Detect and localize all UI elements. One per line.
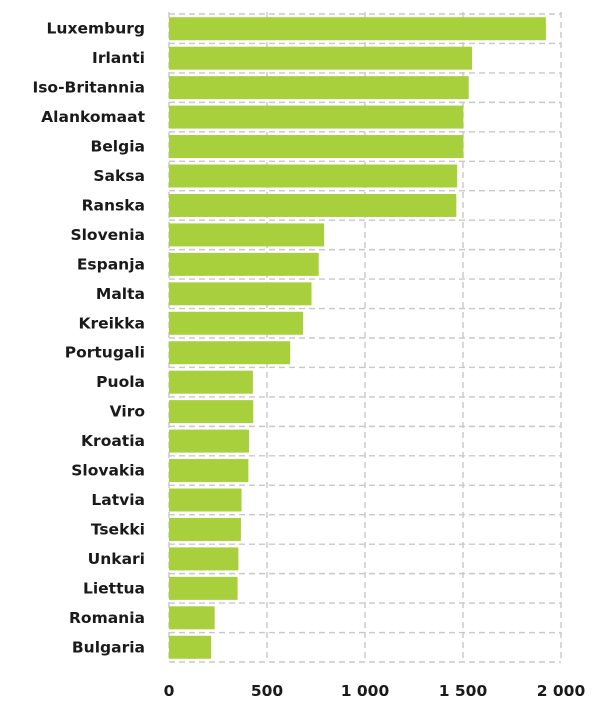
bar-13 bbox=[169, 400, 254, 424]
bar-10 bbox=[169, 311, 304, 335]
bar-7 bbox=[169, 223, 325, 247]
bar-1 bbox=[169, 46, 473, 70]
category-label-15: Slovakia bbox=[71, 462, 145, 480]
x-tick-label-2: 1 000 bbox=[341, 682, 390, 700]
bar-8 bbox=[169, 252, 319, 276]
x-tick-label-1: 500 bbox=[251, 682, 284, 700]
category-label-4: Belgia bbox=[90, 138, 145, 156]
category-label-12: Puola bbox=[96, 373, 145, 391]
bar-4 bbox=[169, 135, 464, 159]
category-label-14: Kroatia bbox=[81, 432, 145, 450]
bar-14 bbox=[169, 429, 249, 453]
gridlines bbox=[168, 12, 562, 663]
category-label-20: Romania bbox=[69, 609, 145, 627]
category-label-2: Iso-Britannia bbox=[32, 79, 145, 97]
bar-0 bbox=[169, 17, 546, 41]
x-tick-label-3: 1 500 bbox=[439, 682, 488, 700]
bar-6 bbox=[169, 193, 457, 217]
x-axis-tick-labels: 0 500 1 000 1 500 2 000 bbox=[164, 682, 586, 700]
category-label-21: Bulgaria bbox=[72, 638, 145, 656]
bar-2 bbox=[169, 76, 469, 100]
category-label-3: Alankomaat bbox=[41, 108, 145, 126]
category-label-11: Portugali bbox=[65, 344, 145, 362]
bar-16 bbox=[169, 488, 242, 512]
category-label-10: Kreikka bbox=[78, 314, 145, 332]
category-label-18: Unkari bbox=[88, 550, 145, 568]
bar-15 bbox=[169, 459, 249, 483]
category-label-16: Latvia bbox=[91, 491, 145, 509]
bars bbox=[169, 17, 546, 659]
category-label-1: Irlanti bbox=[92, 49, 145, 67]
category-label-8: Espanja bbox=[77, 255, 145, 273]
bar-5 bbox=[169, 164, 458, 188]
category-label-19: Liettua bbox=[83, 579, 145, 597]
category-label-0: Luxemburg bbox=[47, 20, 145, 38]
bar-9 bbox=[169, 282, 312, 306]
category-label-6: Ranska bbox=[82, 196, 145, 214]
bar-18 bbox=[169, 547, 239, 571]
x-tick-label-0: 0 bbox=[164, 682, 175, 700]
bar-19 bbox=[169, 576, 238, 600]
x-tick-label-4: 2 000 bbox=[537, 682, 586, 700]
category-label-9: Malta bbox=[96, 285, 145, 303]
bar-12 bbox=[169, 370, 253, 394]
category-label-5: Saksa bbox=[93, 167, 145, 185]
bar-21 bbox=[169, 635, 212, 659]
category-labels: Luxemburg Irlanti Iso-Britannia Alankomaat B… bbox=[32, 20, 145, 657]
category-label-7: Slovenia bbox=[70, 226, 145, 244]
bar-3 bbox=[169, 105, 464, 129]
bar-20 bbox=[169, 606, 215, 630]
bar-17 bbox=[169, 517, 241, 541]
category-label-13: Viro bbox=[110, 403, 145, 421]
category-label-17: Tsekki bbox=[91, 520, 145, 538]
bar-11 bbox=[169, 341, 291, 365]
